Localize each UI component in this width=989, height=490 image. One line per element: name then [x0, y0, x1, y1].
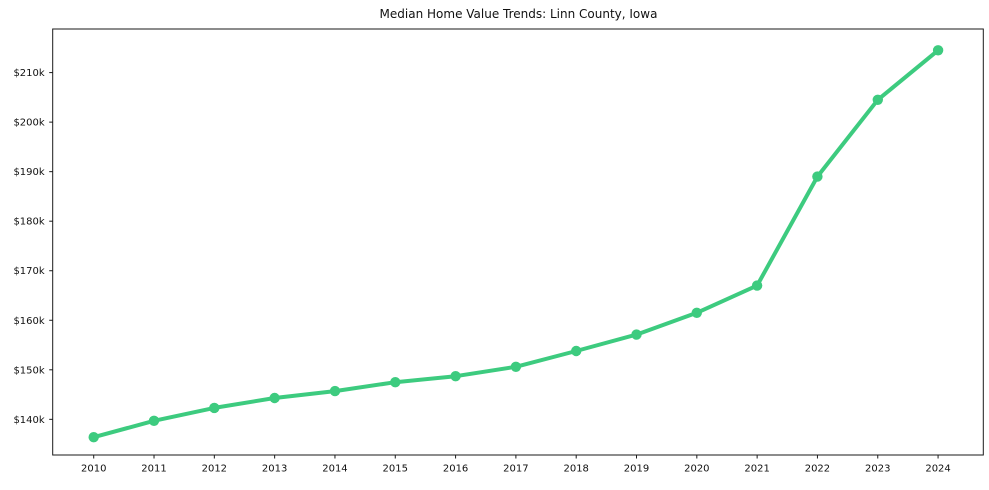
x-tick-label: 2021	[744, 464, 769, 475]
y-tick-label: $140k	[13, 415, 44, 426]
data-point-marker	[510, 361, 522, 372]
x-tick-label: 2019	[624, 464, 649, 475]
x-tick-label: 2010	[81, 464, 106, 475]
y-tick-label: $190k	[13, 167, 44, 178]
x-tick-label: 2018	[563, 464, 588, 475]
data-point-marker	[329, 385, 341, 397]
x-tick-label: 2011	[141, 464, 166, 475]
plot-border	[52, 28, 984, 456]
data-point-marker	[88, 432, 99, 443]
x-tick-label: 2023	[865, 464, 890, 475]
data-point-marker	[932, 45, 944, 56]
data-point-marker	[390, 377, 401, 388]
x-tick-label: 2012	[202, 464, 227, 475]
data-point-marker	[450, 371, 461, 382]
trend-line	[91, 48, 941, 440]
data-point-marker	[269, 392, 280, 404]
data-point-marker	[812, 171, 823, 182]
x-tick-label: 2014	[322, 464, 347, 475]
x-tick-label: 2022	[805, 464, 830, 475]
y-tick-label: $210k	[13, 68, 44, 79]
x-tick-label: 2024	[925, 464, 950, 475]
data-point-marker	[209, 402, 220, 414]
data-point-marker	[691, 307, 702, 318]
y-tick-label: $200k	[13, 118, 44, 129]
y-tick-label: $170k	[13, 266, 44, 277]
data-point-marker	[631, 329, 642, 340]
y-tick-label: $150k	[13, 365, 44, 376]
x-tick-label: 2017	[503, 464, 528, 475]
x-tick-label: 2015	[383, 464, 408, 475]
chart-title: Median Home Value Trends: Linn County, I…	[379, 7, 658, 21]
data-point-marker	[751, 280, 763, 291]
x-tick-label: 2020	[684, 464, 709, 475]
data-point-marker	[872, 94, 883, 106]
y-tick-label: $180k	[13, 217, 44, 228]
x-tick-label: 2016	[443, 464, 468, 475]
data-point-marker	[148, 415, 160, 426]
data-point-marker	[571, 345, 582, 357]
y-tick-label: $160k	[13, 316, 44, 327]
x-tick-label: 2013	[262, 464, 287, 475]
